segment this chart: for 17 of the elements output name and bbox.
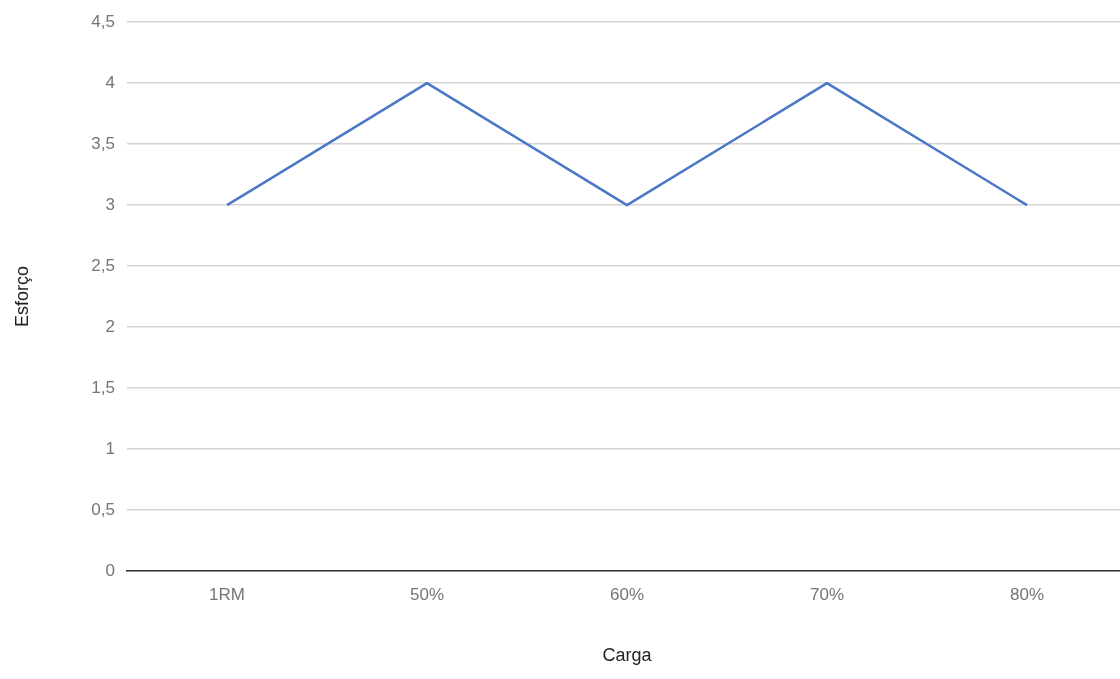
y-tick-label: 2 — [105, 316, 115, 336]
y-tick-label: 3 — [105, 194, 115, 214]
x-tick-label: 1RM — [209, 584, 245, 604]
x-tick-label: 60% — [609, 584, 645, 604]
y-tick-label: 4 — [105, 72, 115, 92]
y-tick-label: 2,5 — [91, 255, 115, 275]
y-tick-label: 0,5 — [91, 499, 115, 519]
y-tick-label: 0 — [105, 560, 115, 580]
x-axis-title: Carga — [602, 645, 653, 666]
x-tick-label: 70% — [809, 584, 845, 604]
x-tick-label: 50% — [409, 584, 445, 604]
y-tick-label: 4,5 — [91, 11, 115, 31]
y-axis-title: Esforço — [11, 266, 32, 328]
y-tick-label: 1,5 — [91, 377, 115, 397]
y-tick-label: 3,5 — [91, 133, 115, 153]
y-tick-label: 1 — [105, 438, 115, 458]
x-tick-label: 80% — [1009, 584, 1045, 604]
